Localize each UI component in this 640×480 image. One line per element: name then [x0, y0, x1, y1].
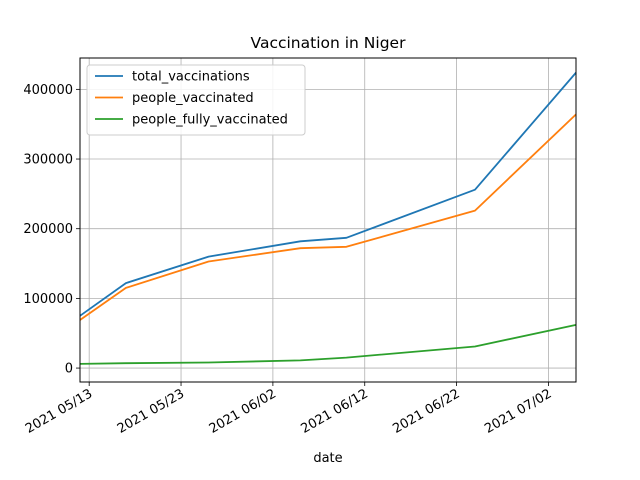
- series-line-people-vaccinated: [79, 113, 577, 321]
- legend-label: people_vaccinated: [132, 91, 254, 106]
- series-lines: [79, 72, 577, 365]
- x-tick-label: 2021 06/12: [299, 386, 371, 436]
- x-tick-label: 2021 05/13: [23, 386, 95, 436]
- y-tick-label: 400000: [23, 83, 73, 98]
- x-axis-label: date: [313, 451, 342, 466]
- y-tick-label: 300000: [23, 153, 73, 168]
- plot-area-frame: [79, 57, 577, 383]
- y-tick-label: 0: [65, 362, 73, 377]
- y-tick-label: 100000: [23, 292, 73, 307]
- x-tick-label: 2021 06/22: [390, 386, 462, 436]
- legend-label: total_vaccinations: [132, 70, 250, 85]
- legend-label: people_fully_vaccinated: [132, 113, 288, 128]
- legend-box: [86, 64, 306, 136]
- series-line-total-vaccinations: [79, 72, 577, 317]
- x-tick-label: 2021 06/02: [207, 386, 279, 436]
- series-line-people-fully-vaccinated: [79, 324, 577, 365]
- x-tick-label: 2021 07/02: [482, 386, 554, 436]
- x-tick-label: 2021 05/23: [115, 386, 187, 436]
- legend: total_vaccinations people_vaccinatedpeopl…: [86, 64, 306, 136]
- x-axis-ticks: 2021 05/13 2021 05/23 2021 06/02 2021 06/12…: [23, 382, 554, 437]
- y-axis-ticks: 0 100000 200000 300000 400000: [23, 83, 80, 377]
- chart-title: Vaccination in Niger: [251, 34, 407, 52]
- y-tick-label: 200000: [23, 222, 73, 237]
